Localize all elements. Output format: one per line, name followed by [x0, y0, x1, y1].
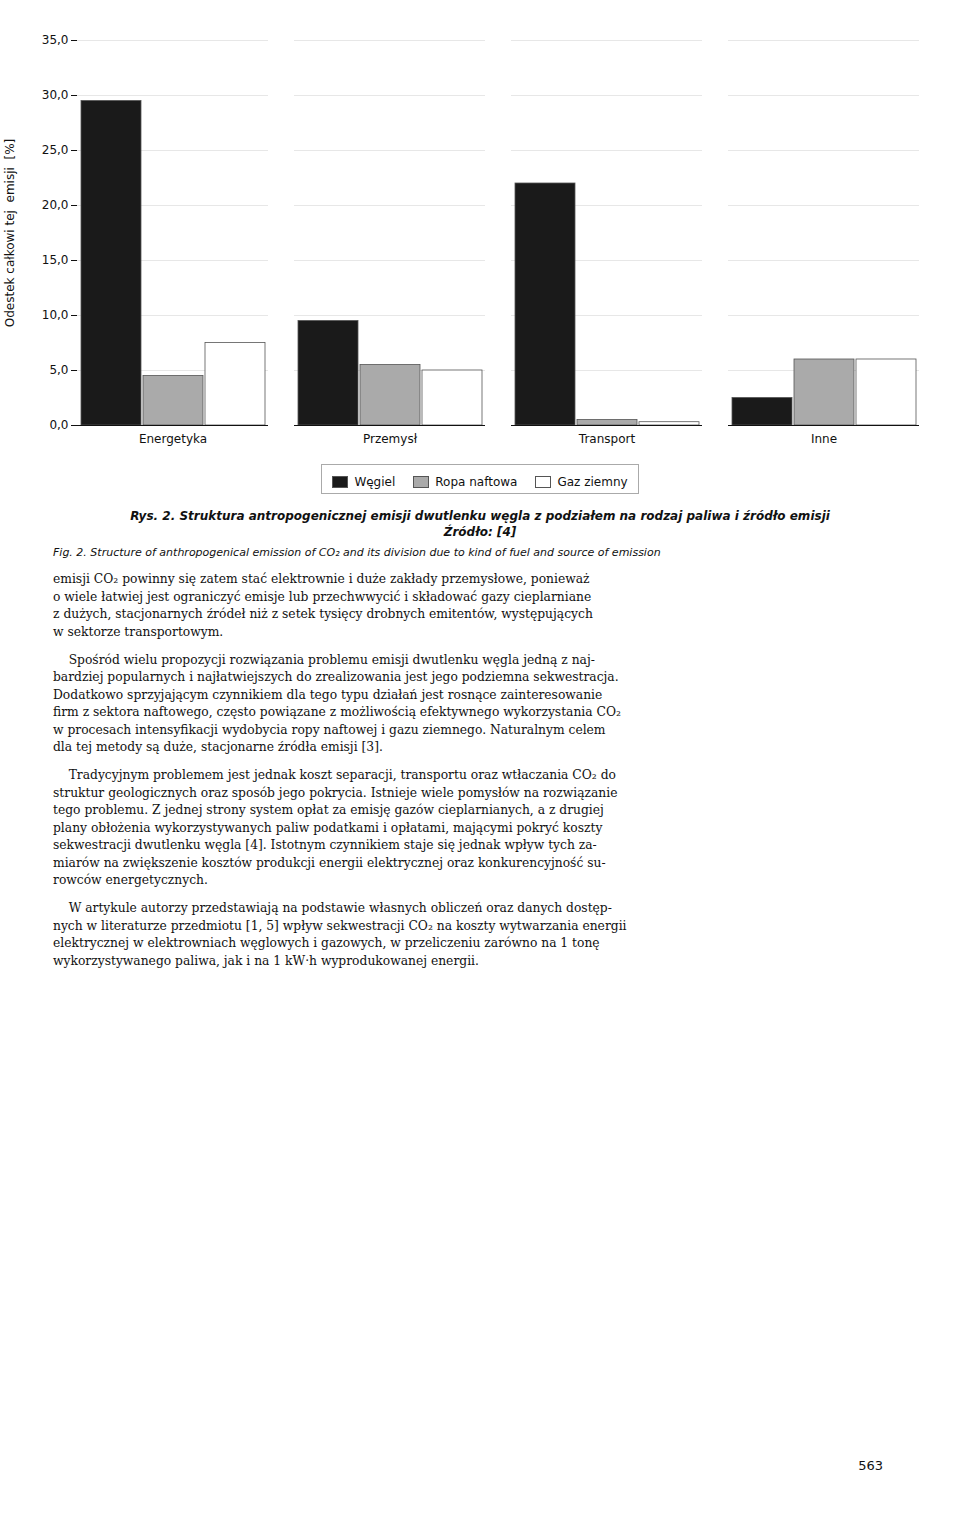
svg-text:Przemysł: Przemysł: [363, 432, 418, 446]
svg-text:0,0: 0,0: [49, 418, 68, 432]
html-text:plany obłożenia wykorzystywany: plany obłożenia wykorzystywanych paliw p…: [53, 820, 603, 835]
svg-text:15,0: 15,0: [42, 253, 69, 267]
html-text:Dodatkowo sprzyjającym czynnik: Dodatkowo sprzyjającym czynnikiem dla te…: [53, 687, 603, 702]
html-text:w sektorze transportowym.: w sektorze transportowym.: [53, 624, 224, 639]
html-text:bardziej popularnych i najłatw: bardziej popularnych i najłatwiejszych d…: [53, 670, 619, 684]
html-text:firm z sektora naftowego, częs: firm z sektora naftowego, często powiąza…: [53, 705, 621, 719]
html-text:W artykule autorzy przedstawia: W artykule autorzy przedstawiają na pods…: [53, 901, 612, 915]
html-text:dla tej metody są duże, stacjo: dla tej metody są duże, stacjonarne źród…: [53, 740, 383, 754]
svg-text:10,0: 10,0: [42, 308, 69, 322]
svg-text:Energetyka: Energetyka: [139, 432, 207, 446]
html-text:nych w literaturze przedmiotu: nych w literaturze przedmiotu [1, 5] wpł…: [53, 918, 627, 933]
html-text:Spośród wielu propozycji rozwi: Spośród wielu propozycji rozwiązania pro…: [53, 652, 595, 667]
svg-text:35,0: 35,0: [42, 33, 69, 47]
svg-text:Inne: Inne: [811, 432, 837, 446]
svg-text:5,0: 5,0: [49, 363, 68, 377]
svg-text:25,0: 25,0: [42, 143, 69, 157]
html-text:emisji CO₂ powinny się zatem s: emisji CO₂ powinny się zatem stać elektr…: [53, 572, 590, 586]
html-text:elektrycznej w elektrowniach w: elektrycznej w elektrowniach węglowych i…: [53, 936, 600, 950]
html-text:Węgiel: Węgiel: [354, 475, 396, 489]
svg-text:Odestek całkowi tej emisji [: Odestek całkowi tej emisji [%]: [3, 139, 17, 328]
html-text:Źródło: [4]: Źródło: [4]: [443, 525, 517, 539]
html-text:struktur geologicznych oraz sp: struktur geologicznych oraz sposób jego …: [53, 785, 618, 800]
html-text:Gaz ziemny: Gaz ziemny: [557, 475, 628, 489]
svg-text:20,0: 20,0: [42, 198, 69, 212]
html-text:Ropa naftowa: Ropa naftowa: [435, 475, 518, 489]
html-text:w procesach intensyfikacji wyd: w procesach intensyfikacji wydobycia rop…: [53, 722, 606, 737]
html-text:wykorzystywanego paliwa, jak i: wykorzystywanego paliwa, jak i na 1 kW·h…: [53, 953, 479, 968]
html-text:miarów na zwiększenie kosztów: miarów na zwiększenie kosztów produkcji …: [53, 855, 606, 870]
svg-text:Transport: Transport: [578, 432, 636, 446]
html-text:Tradycyjnym problemem jest jed: Tradycyjnym problemem jest jednak koszt …: [53, 768, 616, 782]
svg-text:30,0: 30,0: [42, 88, 69, 102]
html-text:rowców energetycznych.: rowców energetycznych.: [53, 873, 208, 887]
html-text:o wiele łatwiej jest ograniczy: o wiele łatwiej jest ograniczyć emisje l…: [53, 589, 592, 604]
html-text:sekwestracji dwutlenku węgla [: sekwestracji dwutlenku węgla [4]. Istotn…: [53, 838, 597, 852]
html-text:tego problemu. Z jednej strony: tego problemu. Z jednej strony system op…: [53, 803, 604, 817]
html-text:Fig. 2. Structure of anthropog: Fig. 2. Structure of anthropogenical emi…: [53, 546, 661, 559]
html-text:563: 563: [858, 1458, 883, 1473]
html-text:z dużych, stacjonarnych źródeł: z dużych, stacjonarnych źródeł niż z set…: [53, 607, 593, 621]
html-text:Rys. 2. Struktura antropogenic: Rys. 2. Struktura antropogenicznej emisj…: [130, 509, 830, 523]
